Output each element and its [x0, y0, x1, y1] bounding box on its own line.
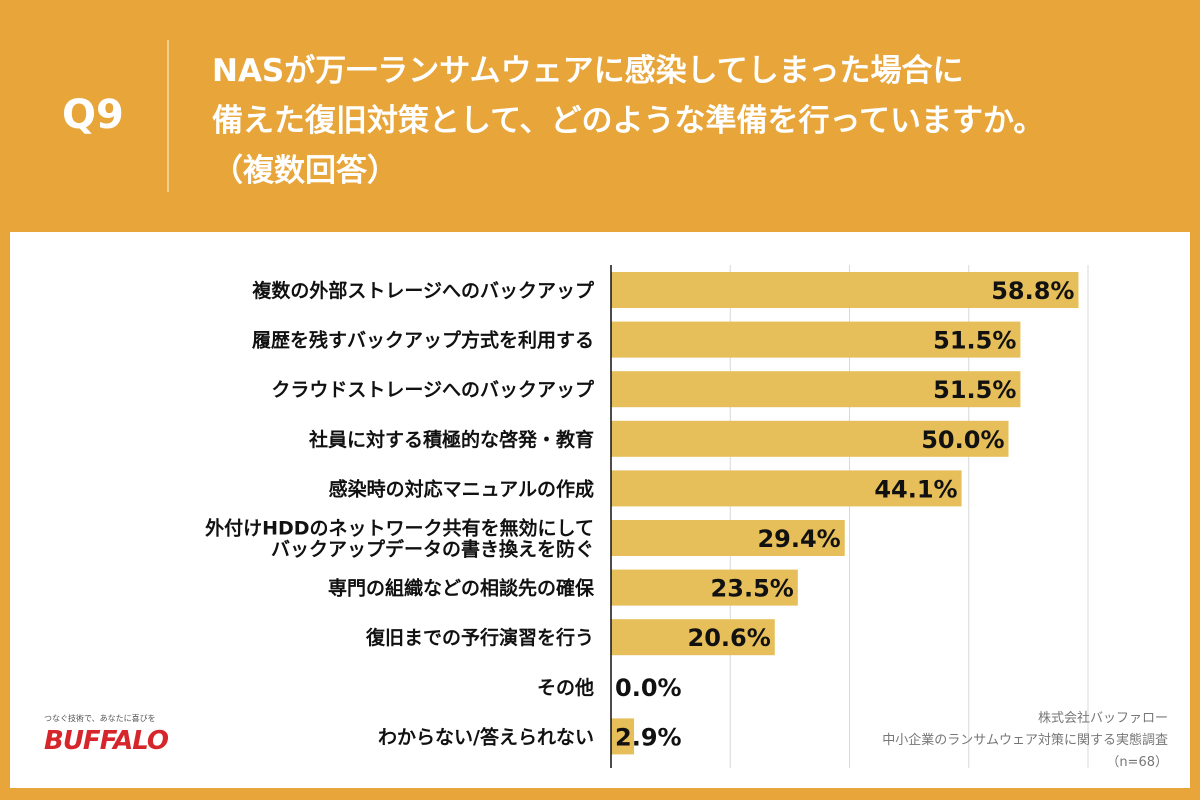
question-number: Q9 [62, 92, 124, 138]
source-sample: （n=68） [1106, 755, 1168, 770]
category-label: 外付けHDDのネットワーク共有を無効にして [205, 517, 594, 540]
bar [611, 569, 798, 606]
title-line: 備えた復旧対策として、どのような準備を行っていますか。 [212, 103, 1045, 139]
category-label: 専門の組織などの相談先の確保 [328, 577, 595, 600]
data-label: 50.0% [921, 426, 1004, 454]
buffalo-logo: つなぐ技術で、あなたに喜びを BUFFALO [44, 713, 169, 756]
data-label: 23.5% [711, 575, 794, 603]
title-line: （複数回答） [212, 153, 398, 189]
category-label: 履歴を残すバックアップ方式を利用する [252, 329, 594, 352]
bar [611, 718, 635, 755]
data-label: 29.4% [757, 525, 840, 553]
source-survey: 中小企業のランサムウェア対策に関する実態調査 [882, 733, 1168, 748]
category-label: わからない/答えられない [378, 725, 594, 748]
bar [611, 272, 1079, 308]
title-line: NASが万一ランサムウェアに感染してしまった場合に [212, 53, 964, 89]
category-label: バックアップデータの書き換えを防ぐ [271, 538, 594, 561]
data-label: 2.9% [615, 723, 682, 751]
bar [611, 470, 962, 507]
source-note: 株式会社バッファロー 中小企業のランサムウェア対策に関する実態調査 （n=68） [882, 708, 1168, 774]
source-company: 株式会社バッファロー [1037, 711, 1168, 726]
page-title: NASが万一ランサムウェアに感染してしまった場合に 備えた復旧対策として、どのよ… [212, 46, 1192, 196]
logo-slogan: つなぐ技術で、あなたに喜びを [44, 714, 156, 723]
category-label: 復旧までの予行演習を行う [365, 626, 594, 649]
data-label: 20.6% [688, 624, 771, 652]
data-label: 51.5% [933, 376, 1016, 404]
category-label: その他 [537, 676, 594, 699]
data-label: 0.0% [615, 674, 682, 702]
divider [167, 40, 169, 192]
category-label: 複数の外部ストレージへのバックアップ [251, 279, 595, 302]
bar [611, 619, 775, 656]
data-label: 51.5% [933, 327, 1016, 355]
category-label: 社員に対する積極的な啓発・教育 [308, 428, 594, 451]
bar [611, 420, 1009, 457]
bar [611, 520, 845, 556]
category-label: クラウドストレージへのバックアップ [271, 378, 595, 401]
category-label: 感染時の対応マニュアルの作成 [329, 477, 594, 500]
logo-brand: BUFFALO [44, 726, 169, 756]
bar [611, 371, 1021, 408]
bar [611, 321, 1021, 358]
data-label: 44.1% [874, 475, 957, 503]
data-label: 58.8% [991, 277, 1074, 305]
